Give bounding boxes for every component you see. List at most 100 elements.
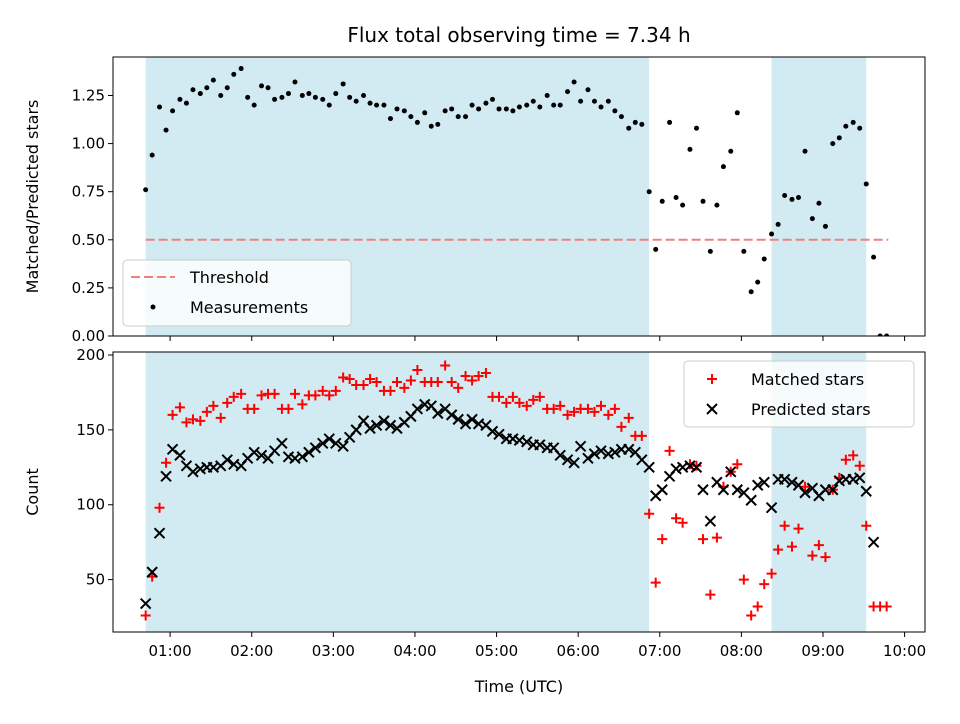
measurement-point [224, 85, 230, 91]
measurement-point [673, 194, 679, 200]
predicted-star-point [153, 527, 166, 539]
measurement-point [850, 119, 856, 125]
matched-star-point [324, 390, 335, 401]
measurement-point [279, 94, 285, 100]
predicted-star-point [623, 443, 635, 456]
measurement-point [326, 102, 332, 108]
matched-star-point [534, 391, 545, 402]
matched-star-point [208, 400, 219, 411]
predicted-star-point [221, 454, 233, 466]
matched-star-point [161, 457, 172, 468]
matched-star-point [338, 372, 349, 383]
predicted-star-point [574, 440, 587, 453]
measurement-point [496, 106, 502, 112]
measurement-point [639, 121, 645, 127]
predicted-star-point [765, 502, 778, 514]
measurement-point [551, 102, 557, 108]
x-tick-label: 07:00 [638, 642, 681, 660]
matched-star-point [711, 532, 722, 543]
y-tick-label: 0.25 [72, 279, 105, 297]
measurement-point [761, 256, 767, 262]
measurement-point [353, 98, 359, 104]
predicted-star-point [827, 484, 839, 496]
measurement-point [449, 106, 455, 112]
measurement-point [476, 106, 482, 112]
matched-star-point [569, 406, 580, 417]
data-points [143, 66, 890, 336]
matched-star-point [365, 373, 376, 384]
measurement-point [877, 333, 883, 336]
measurement-point [469, 102, 475, 108]
x-tick-label: 03:00 [312, 642, 355, 660]
measurement-point [177, 96, 183, 102]
measurement-point [157, 104, 163, 110]
matched-star-point [738, 574, 749, 585]
measurement-point [680, 202, 686, 208]
axes-frame [112, 351, 926, 633]
y-axis-label: Count [23, 468, 42, 516]
measurement-point [408, 114, 414, 120]
matched-star-point [399, 382, 410, 393]
predicted-star-point [139, 597, 152, 610]
matched-star-point [521, 400, 532, 411]
measurement-point [557, 102, 563, 108]
measurement-point [312, 94, 318, 100]
matched-star-point [528, 394, 539, 405]
matched-star-point [405, 375, 416, 386]
matched-star-point [616, 421, 627, 432]
measurement-point [646, 189, 652, 195]
y-tick-label: 0.50 [72, 231, 105, 249]
measurement-point [428, 123, 434, 129]
matched-star-point [589, 406, 600, 417]
matched-star-point [555, 400, 566, 411]
measurement-point [530, 98, 536, 104]
measurement-point [143, 187, 149, 193]
matched-star-point [460, 370, 471, 381]
matched-star-point [596, 400, 607, 411]
measurement-point [197, 91, 203, 97]
measurement-point [510, 108, 516, 114]
x-tick-label: 10:00 [883, 642, 926, 660]
matched-star-point [501, 397, 512, 408]
predicted-star-point [758, 476, 770, 488]
measurement-point [822, 223, 828, 229]
measurement-point [285, 91, 291, 97]
matched-star-point [446, 376, 457, 387]
matched-star-point [820, 552, 831, 563]
measurement-point [238, 66, 244, 72]
matched-star-point [249, 403, 260, 414]
measurement-point [231, 71, 237, 77]
measurement-point [381, 102, 387, 108]
legend-bottom: Matched stars Predicted stars [683, 360, 915, 428]
matched-star-point [807, 550, 818, 561]
measurement-point [618, 114, 624, 120]
measurement-point [598, 104, 604, 110]
measurement-point [571, 79, 577, 85]
measurement-point [455, 114, 461, 120]
measurement-point [789, 196, 795, 202]
legend-box [122, 259, 352, 327]
matched-star-point [358, 379, 369, 390]
predicted-star-point [521, 436, 533, 448]
measurement-point [591, 98, 597, 104]
measurement-point [537, 104, 543, 110]
matched-star-point [453, 382, 464, 393]
measurement-point [422, 110, 428, 116]
predicted-star-point [588, 448, 601, 460]
legend-matched-swatch [707, 374, 717, 384]
measurement-point [809, 216, 815, 222]
measurement-point [884, 333, 890, 336]
predicted-star-point [643, 461, 655, 474]
legend-measurements-swatch [150, 304, 156, 310]
predicted-star-point [697, 484, 709, 496]
matched-star-point [195, 415, 206, 426]
measurement-point [605, 98, 611, 104]
matched-star-point [840, 454, 851, 465]
measurement-point [565, 89, 571, 95]
measurement-point [748, 289, 754, 295]
y-tick-label: 200 [76, 346, 105, 364]
measurement-point [163, 127, 169, 133]
measurement-point [347, 94, 353, 100]
measurement-point [626, 125, 632, 131]
predicted-star-point [370, 419, 383, 432]
